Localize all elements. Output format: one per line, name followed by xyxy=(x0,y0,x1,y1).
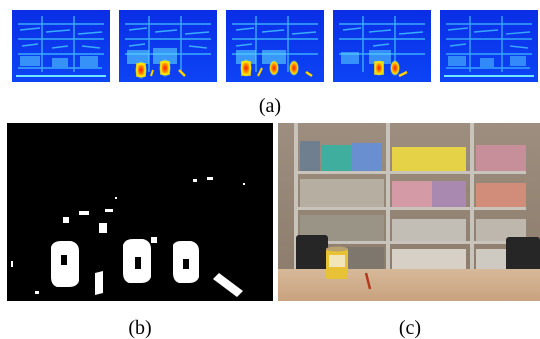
heatmap-frame-1 xyxy=(12,10,110,82)
panel-b-label: (b) xyxy=(128,317,152,339)
bookshelf-photo xyxy=(278,123,540,301)
heatmap-frame-3 xyxy=(226,10,324,82)
panel-c-label: (c) xyxy=(398,317,422,339)
binary-mask-image xyxy=(7,123,273,301)
heatmap-frame-2 xyxy=(119,10,217,82)
heatmap-frame-4 xyxy=(333,10,431,82)
heatmap-frame-5 xyxy=(440,10,538,82)
panel-a-label: (a) xyxy=(258,95,282,117)
